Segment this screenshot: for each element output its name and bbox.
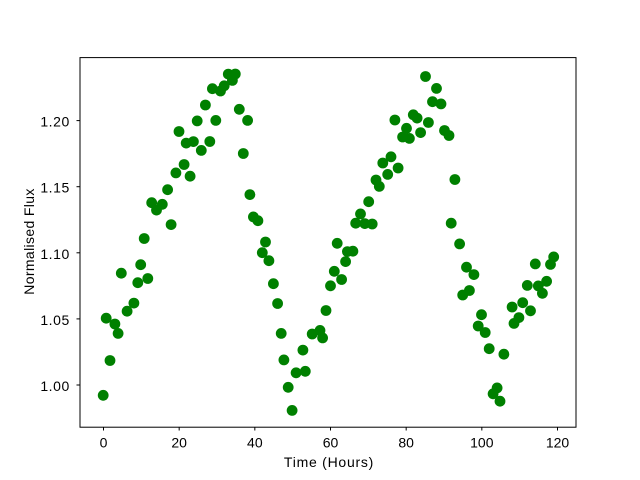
svg-text:1.00: 1.00 [40,378,69,394]
svg-text:1.10: 1.10 [40,246,69,262]
svg-text:40: 40 [247,435,263,451]
svg-text:60: 60 [323,435,339,451]
svg-text:Time (Hours): Time (Hours) [284,454,374,470]
svg-text:1.15: 1.15 [40,180,69,196]
svg-text:80: 80 [398,435,414,451]
svg-text:120: 120 [546,435,570,451]
svg-text:Normalised Flux: Normalised Flux [21,188,37,294]
svg-text:1.05: 1.05 [40,312,69,328]
svg-text:20: 20 [171,435,187,451]
svg-text:1.20: 1.20 [40,114,69,130]
svg-text:100: 100 [470,435,494,451]
svg-text:0: 0 [100,435,108,451]
